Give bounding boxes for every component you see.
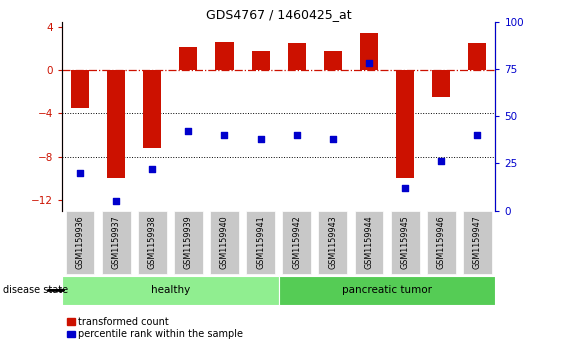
Text: GSM1159938: GSM1159938 xyxy=(148,216,157,269)
Text: GSM1159944: GSM1159944 xyxy=(364,216,373,269)
Bar xyxy=(396,70,414,178)
FancyBboxPatch shape xyxy=(279,276,495,305)
Bar xyxy=(252,51,270,70)
Bar xyxy=(432,70,450,97)
Title: GDS4767 / 1460425_at: GDS4767 / 1460425_at xyxy=(206,8,351,21)
Point xyxy=(437,159,446,164)
FancyBboxPatch shape xyxy=(282,211,311,274)
FancyBboxPatch shape xyxy=(319,211,347,274)
Point xyxy=(473,132,482,138)
Text: GSM1159943: GSM1159943 xyxy=(328,216,337,269)
Text: GSM1159941: GSM1159941 xyxy=(256,216,265,269)
Bar xyxy=(216,42,234,70)
Point xyxy=(256,136,265,142)
Point xyxy=(75,170,84,176)
FancyBboxPatch shape xyxy=(246,211,275,274)
Text: GSM1159942: GSM1159942 xyxy=(292,215,301,269)
Text: GSM1159940: GSM1159940 xyxy=(220,216,229,269)
FancyBboxPatch shape xyxy=(62,276,279,305)
Legend: transformed count, percentile rank within the sample: transformed count, percentile rank withi… xyxy=(67,317,243,339)
FancyBboxPatch shape xyxy=(427,211,455,274)
Point xyxy=(148,166,157,172)
Point xyxy=(220,132,229,138)
Point xyxy=(328,136,337,142)
Bar xyxy=(360,33,378,70)
Bar xyxy=(143,70,161,148)
Text: GSM1159946: GSM1159946 xyxy=(437,216,446,269)
FancyBboxPatch shape xyxy=(174,211,203,274)
Point xyxy=(184,129,193,134)
Text: GSM1159936: GSM1159936 xyxy=(75,216,84,269)
Bar xyxy=(180,46,198,70)
Point xyxy=(111,198,120,204)
Text: GSM1159939: GSM1159939 xyxy=(184,215,193,269)
FancyBboxPatch shape xyxy=(463,211,492,274)
FancyBboxPatch shape xyxy=(65,211,95,274)
Point xyxy=(364,60,373,66)
Bar xyxy=(468,43,486,70)
Text: GSM1159947: GSM1159947 xyxy=(473,215,482,269)
Point xyxy=(292,132,301,138)
FancyBboxPatch shape xyxy=(355,211,383,274)
Text: pancreatic tumor: pancreatic tumor xyxy=(342,285,432,295)
Text: healthy: healthy xyxy=(151,285,190,295)
Point xyxy=(401,185,410,191)
FancyBboxPatch shape xyxy=(210,211,239,274)
FancyBboxPatch shape xyxy=(391,211,419,274)
FancyBboxPatch shape xyxy=(102,211,131,274)
FancyBboxPatch shape xyxy=(138,211,167,274)
Bar xyxy=(288,43,306,70)
Text: disease state: disease state xyxy=(3,285,68,295)
Bar xyxy=(71,70,89,108)
Bar xyxy=(324,51,342,70)
Text: GSM1159945: GSM1159945 xyxy=(401,215,410,269)
Bar xyxy=(107,70,125,178)
Text: GSM1159937: GSM1159937 xyxy=(111,215,120,269)
